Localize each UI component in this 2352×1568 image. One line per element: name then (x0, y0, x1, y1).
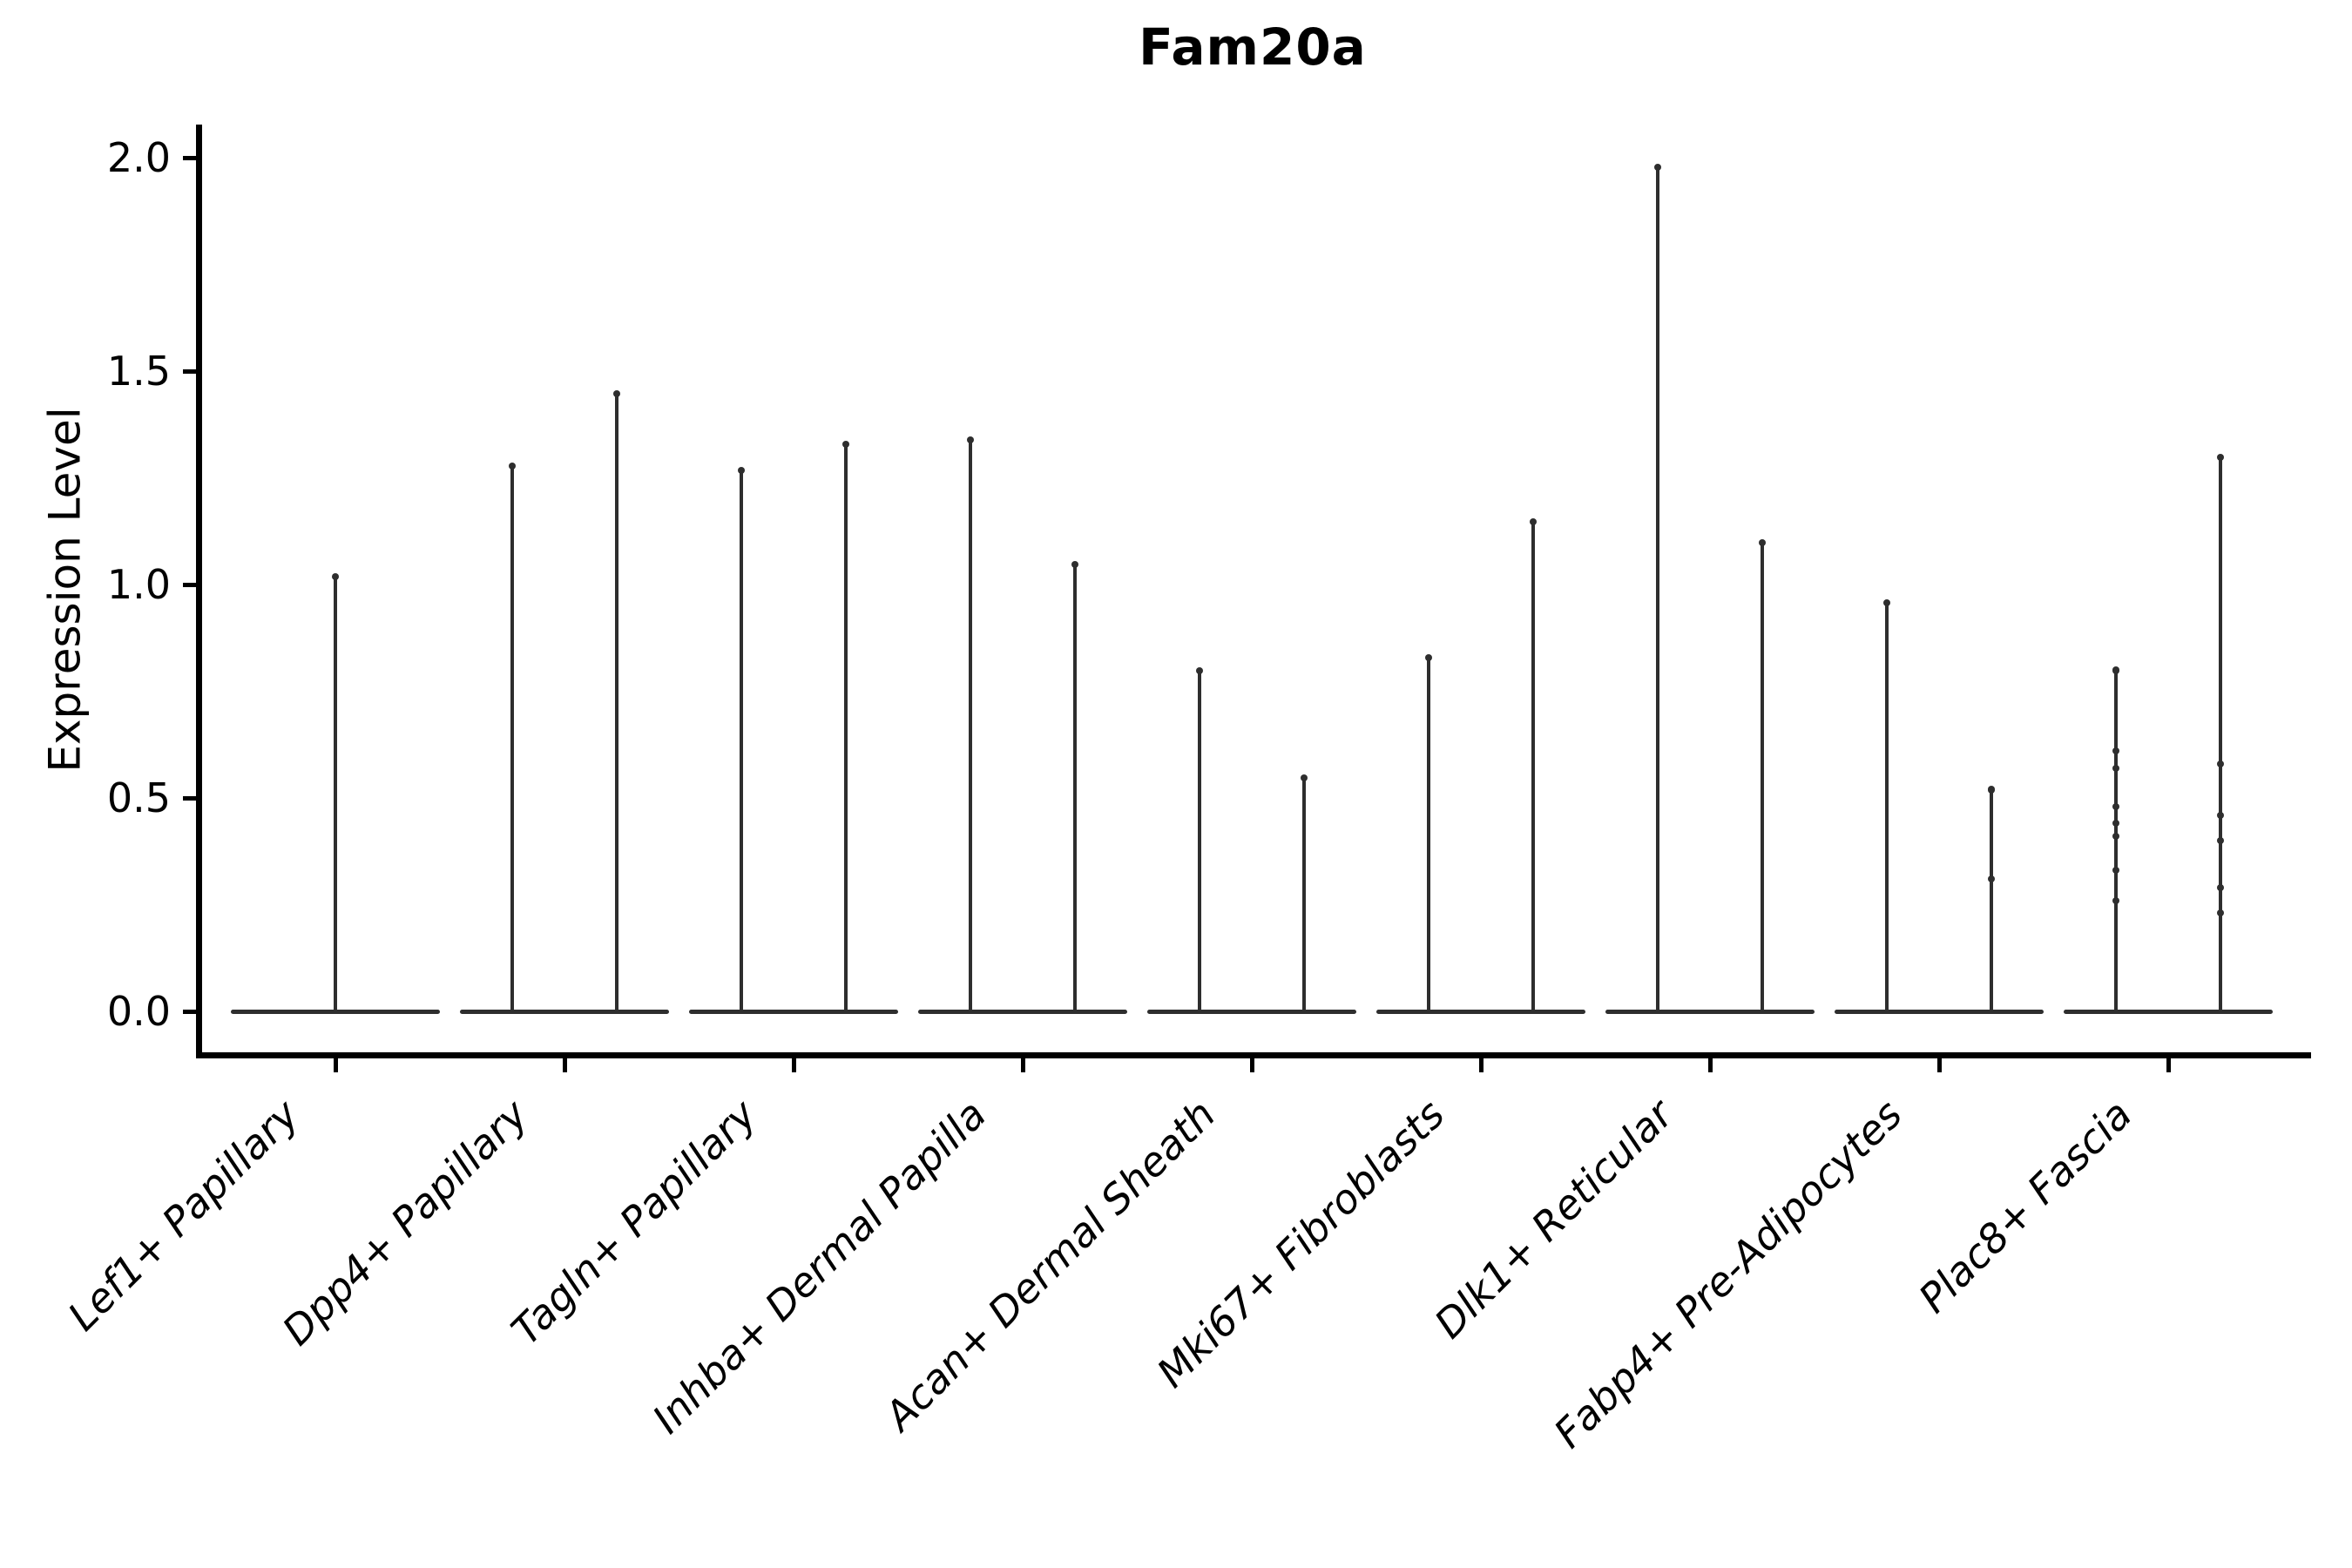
y-tick-mark (183, 582, 199, 587)
y-tick-label: 0.0 (106, 988, 171, 1035)
violin-max-point (967, 436, 974, 444)
violin-baseline (1605, 1009, 1815, 1014)
x-tick-mark (562, 1058, 567, 1072)
x-tick-mark (1936, 1058, 1942, 1072)
violin-baseline (2064, 1009, 2273, 1014)
jitter-point (2112, 747, 2119, 755)
jitter-point (2112, 802, 2119, 810)
violin-spike (1426, 657, 1431, 1012)
y-tick-label: 2.0 (106, 134, 171, 181)
violin-spike (614, 392, 619, 1012)
plot-title: Fam20a (1139, 17, 1367, 77)
violin-max-point (1425, 654, 1432, 662)
jitter-point (2112, 867, 2119, 875)
violin-spike (1989, 789, 1994, 1012)
violin-max-point (1196, 667, 1203, 674)
x-tick-mark (2166, 1058, 2171, 1072)
jitter-point (2112, 666, 2119, 673)
y-tick-label: 1.0 (106, 561, 171, 608)
y-tick-mark (183, 795, 199, 801)
violin-max-point (1759, 539, 1766, 546)
violin-spike (1197, 670, 1202, 1012)
y-tick-mark (183, 1009, 199, 1014)
jitter-point (1988, 875, 1995, 883)
y-tick-label: 1.5 (106, 348, 171, 395)
jitter-point (2112, 896, 2119, 904)
violin-spike (1884, 601, 1889, 1012)
x-tick-mark (1020, 1058, 1025, 1072)
violin-max-point (613, 389, 620, 397)
jitter-point (2217, 811, 2224, 819)
x-tick-mark (1478, 1058, 1484, 1072)
violin-max-point (332, 573, 339, 581)
x-tick-label: Lef1+ Papillary (58, 1091, 308, 1340)
y-axis-spine (196, 125, 202, 1058)
violin-max-point (1530, 517, 1537, 525)
violin-spike (843, 443, 848, 1012)
x-tick-mark (1249, 1058, 1254, 1072)
y-tick-mark (183, 368, 199, 374)
jitter-point (2112, 764, 2119, 772)
violin-spike (1655, 166, 1660, 1012)
violin-max-point (842, 441, 849, 449)
violin-spike (2218, 456, 2223, 1012)
x-tick-label: Dlk1+ Reticular (1425, 1091, 1683, 1348)
x-tick-label: Plac8+ Fascia (1909, 1091, 2141, 1322)
violin-max-point (509, 462, 516, 470)
x-tick-mark (1707, 1058, 1713, 1072)
y-tick-label: 0.5 (106, 774, 171, 821)
violin-spike (510, 464, 515, 1012)
violin-spike (2113, 670, 2119, 1012)
violin-baseline (460, 1009, 669, 1014)
violin-max-point (1071, 560, 1078, 568)
violin-baseline (689, 1009, 898, 1014)
violin-max-point (738, 466, 745, 474)
violin-baseline (1376, 1009, 1585, 1014)
violin-baseline (918, 1009, 1127, 1014)
violin-max-point (1654, 163, 1661, 171)
violin-baseline (1147, 1009, 1356, 1014)
violin-spike (1072, 563, 1078, 1012)
violin-max-point (1301, 774, 1308, 781)
x-tick-mark (333, 1058, 338, 1072)
violin-spike (739, 469, 744, 1012)
violin-max-point (2217, 454, 2224, 461)
jitter-point (2112, 833, 2119, 841)
jitter-point (2217, 909, 2224, 917)
jitter-point (2217, 837, 2224, 844)
x-tick-mark (791, 1058, 796, 1072)
violin-max-point (1883, 598, 1890, 606)
violin-spike (1760, 542, 1765, 1012)
violin-spike (1531, 520, 1536, 1012)
x-tick-label: Dpp4+ Papillary (273, 1091, 537, 1355)
x-tick-label: Tagln+ Papillary (502, 1091, 767, 1355)
violin-spike (1301, 776, 1307, 1012)
x-axis-spine (196, 1052, 2311, 1058)
jitter-point (1988, 786, 1995, 794)
y-tick-mark (183, 155, 199, 160)
jitter-point (2217, 883, 2224, 891)
violin-baseline (1835, 1009, 2044, 1014)
jitter-point (2217, 760, 2224, 767)
jitter-point (2112, 820, 2119, 828)
violin-spike (333, 576, 338, 1012)
violin-spike (968, 439, 973, 1012)
